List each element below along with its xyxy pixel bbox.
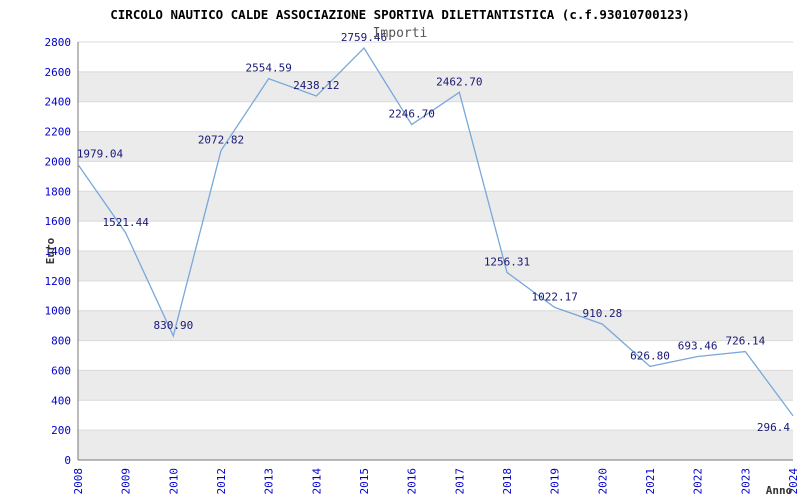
- x-axis-title: Anno: [766, 484, 793, 497]
- x-tick-label: 2010: [167, 468, 180, 495]
- plot-band: [78, 251, 793, 281]
- chart-subtitle: Importi: [372, 26, 428, 41]
- plot-band: [78, 161, 793, 192]
- y-tick-label: 2600: [45, 66, 72, 79]
- plot-band: [78, 221, 793, 251]
- data-point-label: 2438.12: [293, 79, 339, 92]
- x-tick-label: 2021: [644, 468, 657, 495]
- data-line: [77, 47, 794, 417]
- x-tick-label: 2015: [358, 468, 371, 495]
- data-point-label: 726.14: [725, 335, 765, 348]
- plot-band: [78, 101, 793, 132]
- plot-band: [78, 191, 793, 222]
- y-axis-title: Euro: [44, 237, 57, 264]
- y-tick-label: 200: [51, 424, 71, 437]
- plot-band: [78, 340, 793, 371]
- plot-band: [78, 370, 793, 401]
- plot-band: [78, 310, 793, 341]
- x-tick-label: 2018: [501, 468, 514, 495]
- x-tick-label: 2017: [453, 468, 466, 495]
- y-tick-label: 1600: [45, 215, 72, 228]
- x-tick-label: 2023: [739, 468, 752, 495]
- x-tick-label: 2022: [692, 468, 705, 495]
- y-tick-label: 2200: [45, 126, 72, 139]
- data-point-label: 2246.70: [388, 108, 434, 121]
- data-point-label: 296.4: [757, 421, 790, 434]
- y-tick-label: 600: [51, 364, 71, 377]
- y-tick-label: 800: [51, 335, 71, 348]
- data-point-label: 693.46: [678, 339, 718, 352]
- y-tick-label: 2400: [45, 96, 72, 109]
- plot-band: [78, 280, 793, 311]
- x-tick-label: 2013: [263, 468, 276, 495]
- x-tick-label: 2009: [120, 468, 133, 495]
- plot-band: [78, 42, 793, 72]
- plot-band: [78, 71, 793, 102]
- data-point-label: 1022.17: [531, 290, 577, 303]
- data-point-label: 830.90: [153, 319, 193, 332]
- y-tick-label: 400: [51, 394, 71, 407]
- data-point-label: 626.80: [630, 349, 670, 362]
- y-tick-label: 1800: [45, 185, 72, 198]
- x-tick-label: 2016: [406, 468, 419, 495]
- y-tick-label: 2800: [45, 36, 72, 49]
- x-tick-label: 2024: [787, 468, 800, 495]
- plot-band: [78, 430, 793, 460]
- x-tick-label: 2019: [549, 468, 562, 495]
- data-point-label: 1256.31: [484, 255, 530, 268]
- y-tick-label: 1200: [45, 275, 72, 288]
- y-tick-label: 2000: [45, 155, 72, 168]
- x-tick-label: 2014: [310, 468, 323, 495]
- plot-band: [78, 131, 793, 162]
- data-point-label: 2072.82: [198, 134, 244, 147]
- y-tick-label: 1400: [45, 245, 72, 258]
- x-tick-label: 2020: [596, 468, 609, 495]
- data-point-label: 1979.04: [77, 148, 124, 161]
- y-tick-label: 0: [64, 454, 71, 467]
- data-point-label: 2759.46: [341, 31, 387, 44]
- data-point-label: 1521.44: [102, 216, 149, 229]
- chart-title: CIRCOLO NAUTICO CALDE ASSOCIAZIONE SPORT…: [110, 7, 690, 22]
- plot-band: [78, 400, 793, 431]
- y-tick-label: 1000: [45, 305, 72, 318]
- data-point-label: 2462.70: [436, 75, 482, 88]
- x-tick-label: 2012: [215, 468, 228, 495]
- x-tick-label: 2008: [72, 468, 85, 495]
- data-point-label: 2554.59: [245, 62, 291, 75]
- data-point-label: 910.28: [582, 307, 622, 320]
